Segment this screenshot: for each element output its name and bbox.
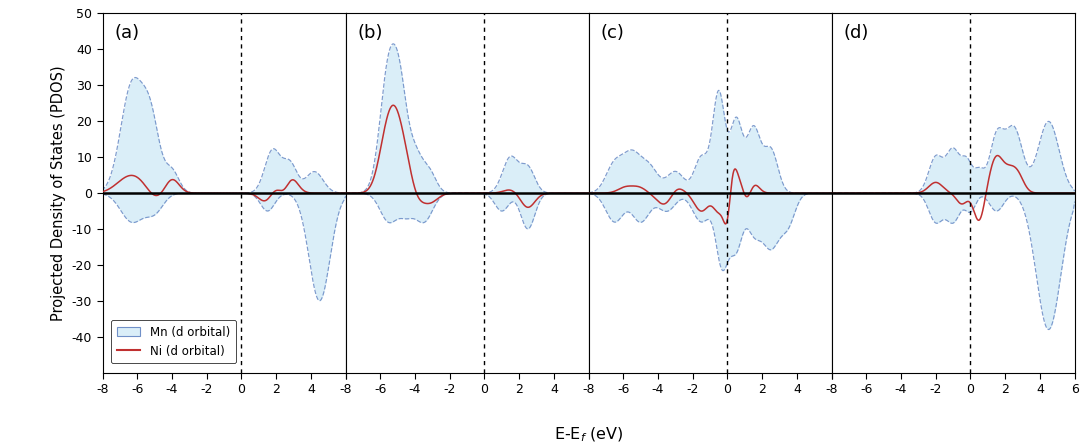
Text: (a): (a) bbox=[114, 24, 140, 42]
Y-axis label: Projected Density of States (PDOS): Projected Density of States (PDOS) bbox=[51, 65, 66, 321]
Legend: Mn (d orbital), Ni (d orbital): Mn (d orbital), Ni (d orbital) bbox=[111, 320, 237, 364]
Text: (c): (c) bbox=[600, 24, 624, 42]
Text: (d): (d) bbox=[843, 24, 869, 42]
Text: (b): (b) bbox=[357, 24, 383, 42]
Text: E-E$_f$ (eV): E-E$_f$ (eV) bbox=[554, 426, 623, 444]
